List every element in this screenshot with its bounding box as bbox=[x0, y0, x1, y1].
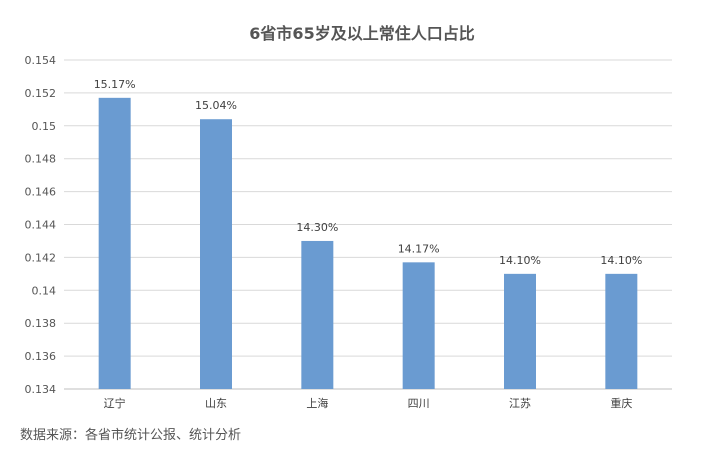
bar bbox=[301, 240, 334, 389]
y-tick-label: 0.148 bbox=[25, 153, 57, 166]
x-tick-label: 重庆 bbox=[610, 396, 632, 410]
data-label: 15.04% bbox=[195, 99, 237, 112]
data-label: 14.17% bbox=[398, 242, 440, 255]
source-note: 数据来源：各省市统计公报、统计分析 bbox=[20, 428, 242, 443]
x-axis-ticks: 辽宁 山东 上海 四川 江苏 重庆 bbox=[104, 396, 633, 410]
bars bbox=[98, 97, 638, 390]
data-label: 14.10% bbox=[600, 254, 642, 267]
x-tick-label: 上海 bbox=[306, 396, 328, 410]
y-tick-label: 0.152 bbox=[25, 87, 57, 100]
bar bbox=[504, 273, 536, 389]
y-tick-label: 0.134 bbox=[25, 383, 57, 396]
bar bbox=[200, 119, 232, 389]
x-tick-label: 四川 bbox=[408, 397, 430, 410]
data-labels: 15.17% 15.04% 14.30% 14.17% 14.10% 14.10% bbox=[94, 78, 643, 267]
y-tick-label: 0.142 bbox=[25, 251, 57, 264]
bar bbox=[605, 273, 638, 389]
data-label: 14.30% bbox=[296, 221, 338, 234]
x-tick-label: 辽宁 bbox=[104, 396, 126, 410]
bar bbox=[98, 97, 131, 390]
x-tick-label: 江苏 bbox=[509, 397, 531, 410]
y-tick-label: 0.154 bbox=[25, 54, 57, 67]
y-axis-ticks: 0.134 0.136 0.138 0.14 0.142 0.144 0.146 0.148 0… bbox=[25, 54, 57, 396]
chart-title: 6省市65岁及以上常住人口占比 bbox=[249, 24, 474, 43]
y-tick-label: 0.144 bbox=[25, 219, 57, 232]
y-tick-label: 0.15 bbox=[32, 120, 57, 133]
x-tick-label: 山东 bbox=[205, 397, 227, 410]
y-tick-label: 0.136 bbox=[25, 350, 57, 363]
y-tick-label: 0.14 bbox=[32, 284, 57, 297]
bar bbox=[402, 262, 435, 389]
data-label: 15.17% bbox=[94, 78, 136, 91]
y-tick-label: 0.146 bbox=[25, 186, 57, 199]
gridlines bbox=[64, 59, 672, 390]
y-tick-label: 0.138 bbox=[25, 317, 57, 330]
data-label: 14.10% bbox=[499, 254, 541, 267]
